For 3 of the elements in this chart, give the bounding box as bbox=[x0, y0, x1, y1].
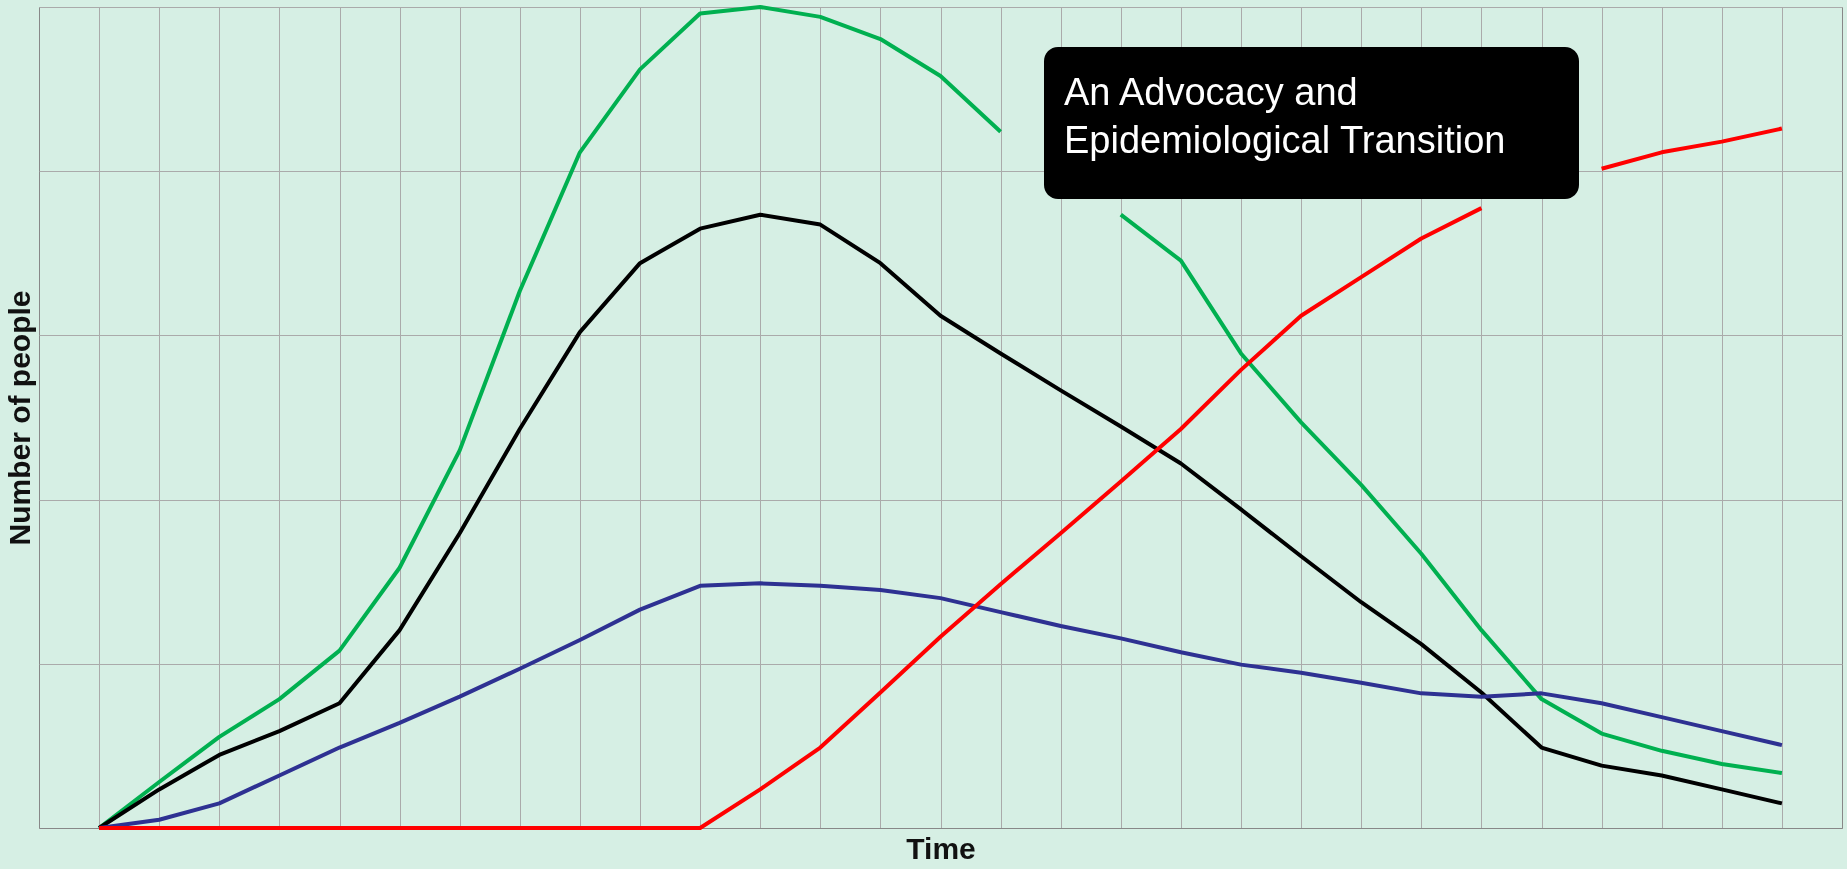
x-axis-title: Time bbox=[906, 831, 976, 865]
y-axis-title: Number of people bbox=[2, 290, 36, 546]
annotation: An Advocacy and Epidemiological Transition bbox=[1064, 71, 1506, 161]
